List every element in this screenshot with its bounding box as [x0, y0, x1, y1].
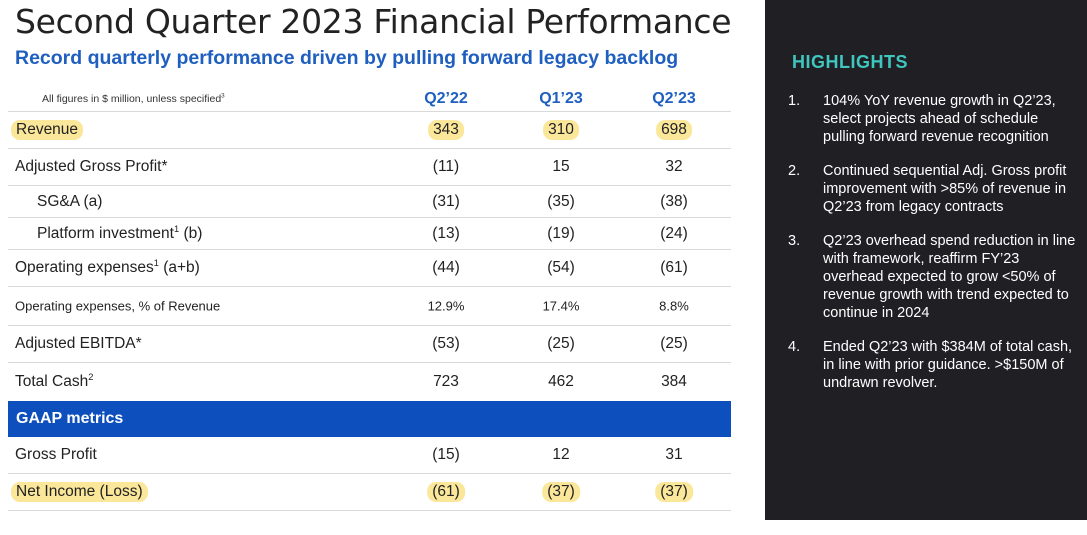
cell-value: 8.8% [659, 298, 689, 314]
cell-value: (35) [547, 192, 575, 210]
cell-value: 32 [665, 158, 683, 175]
table-row-operating-expenses: Operating expenses1 (a+b) (44) (54) (61) [8, 250, 731, 287]
table-row-adjusted-ebitda: Adjusted EBITDA* (53) (25) (25) [8, 326, 731, 363]
cell-value: (13) [432, 224, 460, 242]
column-header-q1-23: Q1’23 [539, 89, 583, 107]
table-row-total-cash: Total Cash2 723 462 384 [8, 363, 731, 400]
cell-value: (61) [427, 482, 465, 502]
item-number: 2. [788, 163, 801, 179]
cell-value: 12 [552, 446, 570, 463]
cell-value: (25) [547, 335, 575, 352]
cell-value: (44) [432, 259, 460, 276]
cell-value: 698 [656, 120, 692, 140]
table-row-revenue: Revenue 343 310 698 [8, 112, 731, 149]
cell-value: 31 [665, 446, 683, 463]
cell-value: (37) [542, 482, 580, 502]
item-text: Q2’23 overhead spend reduction in line w… [823, 233, 1076, 321]
cell-value: 310 [543, 120, 579, 140]
item-number: 1. [788, 93, 801, 109]
row-label: Total Cash2 [15, 371, 94, 390]
table-row-adjusted-gross-profit: Adjusted Gross Profit* (11) 15 32 [8, 149, 731, 186]
section-label: GAAP metrics [16, 410, 124, 427]
cell-value: (11) [432, 158, 460, 175]
item-number: 4. [788, 339, 801, 355]
table-header-row: All figures in $ million, unless specifi… [8, 86, 731, 112]
highlight-item: 4. Ended Q2’23 with $384M of total cash, … [788, 338, 1078, 392]
table-row-platform-investment: Platform investment1 (b) (13) (19) (24) [8, 218, 731, 250]
row-label: Net Income (Loss) [11, 482, 148, 502]
item-text: Ended Q2’23 with $384M of total cash, in… [823, 339, 1073, 391]
cell-value: 343 [428, 120, 464, 140]
cell-value: (15) [432, 446, 460, 463]
units-note: All figures in $ million, unless specifi… [42, 92, 225, 105]
item-text: Continued sequential Adj. Gross profit i… [823, 163, 1067, 215]
table-row-opex-percent-revenue: Operating expenses, % of Revenue 12.9% 1… [8, 287, 731, 326]
row-label: SG&A (a) [37, 192, 103, 210]
cell-value: (38) [660, 192, 688, 210]
column-header-q2-23: Q2’23 [652, 89, 696, 107]
highlight-item: 3. Q2’23 overhead spend reduction in line… [788, 232, 1078, 322]
highlight-item: 1. 104% YoY revenue growth in Q2’23, sele… [788, 92, 1078, 146]
cell-value: 384 [661, 372, 687, 390]
table-row-gross-profit: Gross Profit (15) 12 31 [8, 437, 731, 474]
row-label: Revenue [11, 120, 84, 140]
highlights-list: 1. 104% YoY revenue growth in Q2’23, sele… [788, 92, 1078, 408]
item-number: 3. [788, 233, 801, 249]
cell-value: 12.9% [427, 298, 465, 314]
row-label: Adjusted EBITDA* [15, 335, 142, 352]
gaap-metrics-header: GAAP metrics [8, 401, 731, 437]
row-label: Operating expenses1 (a+b) [15, 257, 200, 276]
cell-value: (31) [432, 192, 460, 210]
cell-value: (54) [547, 259, 575, 276]
cell-value: (19) [547, 224, 575, 242]
row-label: Adjusted Gross Profit* [15, 158, 168, 175]
page-title: Second Quarter 2023 Financial Performanc… [15, 2, 732, 41]
cell-value: 462 [548, 372, 574, 390]
item-text: 104% YoY revenue growth in Q2’23, select… [823, 93, 1056, 145]
financial-table: All figures in $ million, unless specifi… [8, 86, 731, 511]
highlights-title: HIGHLIGHTS [792, 52, 908, 72]
table-row-net-income: Net Income (Loss) (61) (37) (37) [8, 474, 731, 511]
cell-value: 723 [433, 372, 459, 390]
page-subtitle: Record quarterly performance driven by p… [15, 47, 679, 69]
cell-value: (37) [655, 482, 693, 502]
table-row-sga: SG&A (a) (31) (35) (38) [8, 186, 731, 218]
row-label: Gross Profit [15, 446, 97, 463]
row-label: Operating expenses, % of Revenue [15, 298, 221, 314]
cell-value: (25) [660, 335, 688, 352]
column-header-q2-22: Q2’22 [424, 89, 468, 107]
cell-value: 17.4% [542, 298, 580, 314]
cell-value: 15 [552, 158, 570, 175]
cell-value: (61) [660, 259, 688, 276]
row-label: Platform investment1 (b) [37, 223, 203, 242]
highlights-panel: HIGHLIGHTS 1. 104% YoY revenue growth in … [765, 0, 1087, 520]
highlight-item: 2. Continued sequential Adj. Gross profit… [788, 162, 1078, 216]
cell-value: (53) [432, 335, 460, 352]
cell-value: (24) [660, 224, 688, 242]
